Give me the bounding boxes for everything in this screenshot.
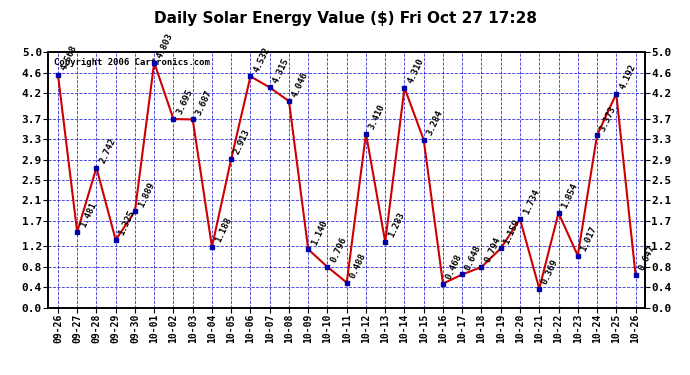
Text: 1.734: 1.734 (522, 188, 541, 216)
Text: 0.488: 0.488 (348, 252, 368, 280)
Text: 1.854: 1.854 (560, 182, 580, 210)
Text: 4.315: 4.315 (271, 57, 290, 85)
Text: Copyright 2006 Cartronics.com: Copyright 2006 Cartronics.com (55, 58, 210, 67)
Text: 1.325: 1.325 (117, 209, 137, 237)
Text: 0.648: 0.648 (464, 243, 483, 272)
Text: 3.284: 3.284 (425, 109, 444, 137)
Text: 2.742: 2.742 (98, 137, 117, 165)
Text: 0.468: 0.468 (444, 253, 464, 281)
Text: Daily Solar Energy Value ($) Fri Oct 27 17:28: Daily Solar Energy Value ($) Fri Oct 27 … (153, 11, 537, 26)
Text: 4.192: 4.192 (618, 63, 637, 91)
Text: 3.410: 3.410 (367, 103, 387, 131)
Text: 0.369: 0.369 (541, 258, 560, 286)
Text: 4.046: 4.046 (290, 70, 310, 98)
Text: 1.159: 1.159 (502, 217, 522, 246)
Text: 4.803: 4.803 (155, 32, 175, 60)
Text: 4.310: 4.310 (406, 57, 426, 85)
Text: 0.794: 0.794 (483, 236, 502, 264)
Text: 1.889: 1.889 (137, 180, 156, 209)
Text: 3.373: 3.373 (598, 105, 618, 133)
Text: 1.017: 1.017 (579, 225, 599, 253)
Text: 3.695: 3.695 (175, 88, 195, 116)
Text: 4.532: 4.532 (252, 45, 271, 74)
Text: 0.647: 0.647 (637, 244, 656, 272)
Text: 1.188: 1.188 (213, 216, 233, 244)
Text: 3.687: 3.687 (194, 88, 214, 117)
Text: 1.283: 1.283 (386, 211, 406, 239)
Text: 1.481: 1.481 (79, 201, 98, 229)
Text: 1.140: 1.140 (310, 218, 329, 247)
Text: 0.796: 0.796 (329, 236, 348, 264)
Text: 2.913: 2.913 (233, 128, 252, 156)
Text: 4.568: 4.568 (59, 44, 79, 72)
